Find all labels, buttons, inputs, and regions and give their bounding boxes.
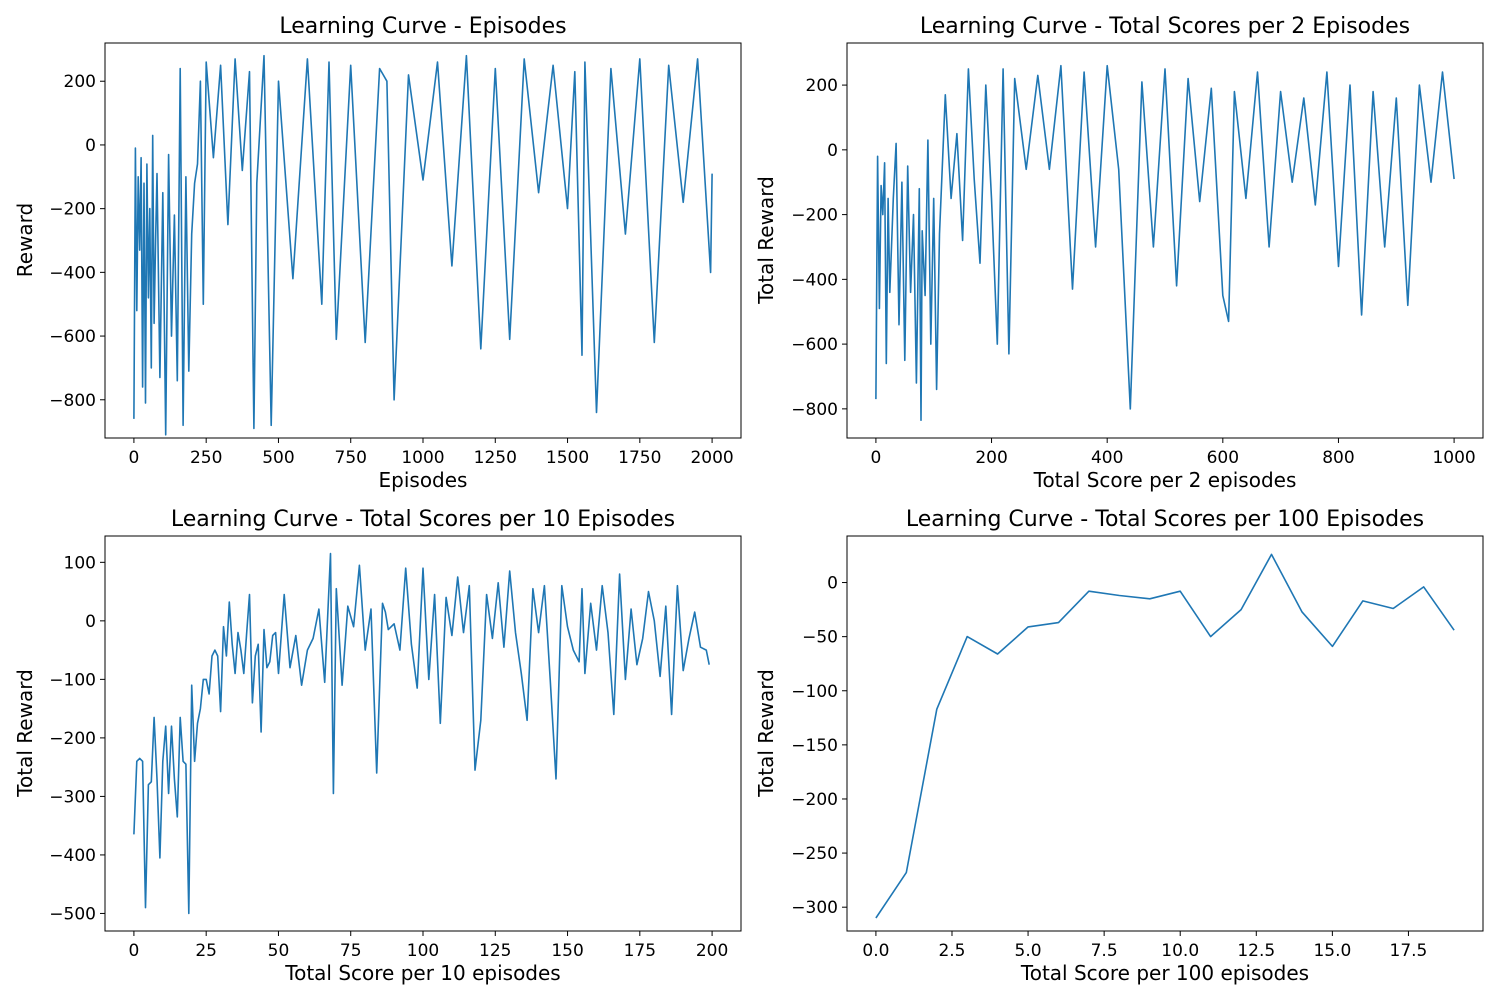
panel-per100-x-tick-label: 7.5: [1091, 941, 1118, 961]
panel-per100-ylabel: Total Reward: [754, 669, 778, 798]
panel-per2-x-tick-label: 200: [975, 448, 1007, 468]
panel-episodes-y-tick-label: −400: [49, 263, 96, 283]
panel-per10-x-tick-label: 200: [696, 941, 728, 961]
panel-per10-x-tick-label: 125: [479, 941, 511, 961]
panel-per2-x-tick-label: 0: [870, 448, 881, 468]
panel-per2-x-tick-label: 600: [1207, 448, 1239, 468]
panel-episodes-y-tick-label: −800: [49, 391, 96, 411]
panel-episodes-x-tick-label: 1500: [546, 448, 589, 468]
panel-per10-ylabel: Total Reward: [13, 669, 37, 798]
panel-per10-x-tick-label: 150: [551, 941, 583, 961]
panel-per10-x-tick-label: 175: [624, 941, 656, 961]
panel-per10-x-tick-label: 25: [195, 941, 217, 961]
panel-per10-y-tick-label: 0: [85, 612, 96, 632]
panel-per2-y-tick-label: −600: [791, 335, 838, 355]
panel-per100-title: Learning Curve - Total Scores per 100 Ep…: [906, 507, 1424, 532]
panel-per2-xlabel: Total Score per 2 episodes: [1033, 468, 1297, 492]
panel-per100-y-tick-label: −100: [791, 682, 838, 702]
panel-per2-x-tick-label: 800: [1322, 448, 1354, 468]
panel-per2-y-tick-label: −800: [791, 400, 838, 420]
panel-episodes: Learning Curve - Episodes Episodes Rewar…: [13, 14, 742, 492]
panel-per100-x-tick-label: 5.0: [1015, 941, 1042, 961]
panel-per100-x-tick-label: 15.0: [1313, 941, 1351, 961]
panel-per10-x-tick-label: 75: [340, 941, 362, 961]
panel-per10-series-line: [133, 552, 710, 915]
panel-per100-xlabel: Total Score per 100 episodes: [1020, 961, 1309, 985]
panel-per100-x-tick-label: 17.5: [1390, 941, 1428, 961]
panel-per10-x-tick-label: 50: [268, 941, 290, 961]
panel-per100-y-tick-label: −250: [791, 844, 838, 864]
panel-episodes-x-tick-label: 750: [335, 448, 367, 468]
panel-per100: Learning Curve - Total Scores per 100 Ep…: [754, 507, 1484, 985]
panel-per100-y-tick-label: −50: [802, 628, 838, 648]
panel-per10-y-tick-label: −500: [49, 904, 96, 924]
panel-per10-x-tick-label: 100: [407, 941, 439, 961]
panel-episodes-y-tick-label: −200: [49, 200, 96, 220]
panel-per10-title: Learning Curve - Total Scores per 10 Epi…: [171, 507, 675, 532]
panel-per2-y-tick-label: 200: [806, 76, 838, 96]
panel-per10-xlabel: Total Score per 10 episodes: [284, 961, 560, 985]
panel-episodes-xlabel: Episodes: [379, 468, 468, 492]
panel-per10-y-tick-label: −300: [49, 787, 96, 807]
panel-episodes-y-tick-label: 0: [85, 136, 96, 156]
panel-per100-plot-frame: [846, 535, 1484, 932]
panel-episodes-y-tick-label: 200: [64, 72, 96, 92]
panel-episodes-title: Learning Curve - Episodes: [279, 14, 566, 39]
panel-per2-ylabel: Total Reward: [754, 176, 778, 305]
panel-episodes-x-tick-label: 1000: [401, 448, 444, 468]
panel-episodes-series-line: [133, 54, 713, 436]
panel-per100-y-tick-label: −150: [791, 736, 838, 756]
panel-per10: Learning Curve - Total Scores per 10 Epi…: [13, 507, 742, 985]
panel-per100-x-tick-label: 0.0: [862, 941, 889, 961]
panel-per100-x-tick-label: 12.5: [1237, 941, 1275, 961]
panel-episodes-x-tick-label: 0: [128, 448, 139, 468]
panel-per100-y-tick-label: −200: [791, 790, 838, 810]
panel-per100-y-tick-label: −300: [791, 898, 838, 918]
panel-episodes-x-tick-label: 500: [262, 448, 294, 468]
panel-episodes-x-tick-label: 1250: [474, 448, 517, 468]
panel-per10-y-tick-label: 100: [64, 553, 96, 573]
panel-episodes-y-tick-label: −600: [49, 327, 96, 347]
panel-per10-plot-frame: [104, 535, 742, 932]
panel-per2: Learning Curve - Total Scores per 2 Epis…: [754, 14, 1484, 492]
panel-per2-x-tick-label: 1000: [1432, 448, 1475, 468]
panel-per2-x-tick-label: 400: [1091, 448, 1123, 468]
panel-episodes-x-tick-label: 250: [190, 448, 222, 468]
panel-per2-y-tick-label: 0: [827, 141, 838, 161]
panel-episodes-x-tick-label: 2000: [690, 448, 733, 468]
panel-per100-series-line: [875, 553, 1455, 919]
panel-per10-y-tick-label: −100: [49, 670, 96, 690]
panel-per10-y-tick-label: −400: [49, 846, 96, 866]
panel-per100-x-tick-label: 2.5: [938, 941, 965, 961]
panel-per10-y-tick-label: −200: [49, 729, 96, 749]
panel-per10-x-tick-label: 0: [128, 941, 139, 961]
panel-per2-title: Learning Curve - Total Scores per 2 Epis…: [920, 14, 1410, 39]
panel-per2-y-tick-label: −400: [791, 270, 838, 290]
panel-per2-plot-frame: [846, 42, 1484, 439]
panel-episodes-x-tick-label: 1750: [618, 448, 661, 468]
panel-per100-x-tick-label: 10.0: [1161, 941, 1199, 961]
panel-per2-y-tick-label: −200: [791, 206, 838, 226]
panel-per2-series-line: [875, 64, 1455, 422]
panel-episodes-ylabel: Reward: [13, 203, 37, 277]
panel-per100-y-tick-label: 0: [827, 574, 838, 594]
